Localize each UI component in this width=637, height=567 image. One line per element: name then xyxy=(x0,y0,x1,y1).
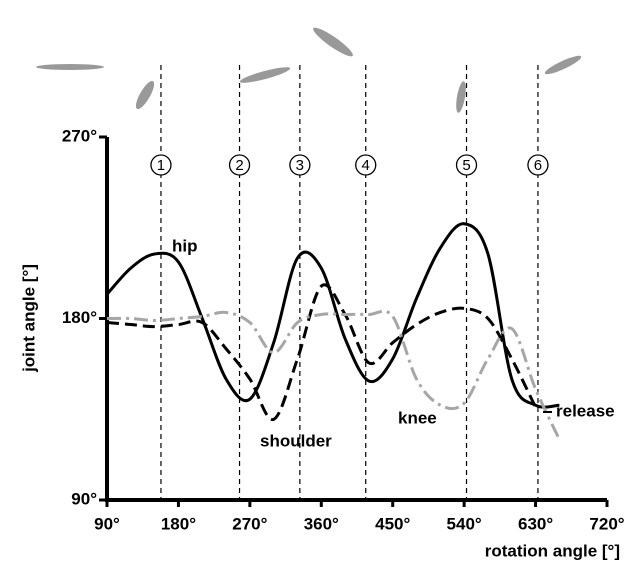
x-tick-label: 540° xyxy=(447,514,482,533)
phase-circle xyxy=(228,154,251,176)
athlete-figures xyxy=(36,27,582,113)
figure xyxy=(456,81,466,113)
series-line xyxy=(106,309,561,441)
phase-circle xyxy=(355,154,377,176)
series-label: shoulder xyxy=(260,431,332,450)
series-label: hip xyxy=(172,236,198,255)
x-tick-label: 630° xyxy=(518,514,553,533)
x-tick-label: 360° xyxy=(304,514,339,533)
x-axis-title: rotation angle [°] xyxy=(485,541,620,560)
figure xyxy=(36,64,104,70)
phase-label: 2 xyxy=(235,157,243,174)
series-line xyxy=(105,222,560,409)
x-tick-label: 450° xyxy=(375,514,410,533)
figure xyxy=(239,67,291,83)
phase-circle xyxy=(289,154,311,176)
phase-label: 1 xyxy=(157,157,165,174)
y-tick-label: 180° xyxy=(62,308,97,327)
annotation: release xyxy=(556,401,615,420)
phase-circle xyxy=(527,154,549,176)
phase-label: 6 xyxy=(534,157,542,174)
figure xyxy=(313,27,353,57)
figure xyxy=(544,55,582,75)
phase-label: 4 xyxy=(362,157,370,174)
x-tick-label: 90° xyxy=(94,514,120,533)
phase-label: 3 xyxy=(296,157,304,174)
y-tick-label: 90° xyxy=(71,489,97,508)
series-label: knee xyxy=(398,408,437,427)
phase-circle xyxy=(150,154,172,176)
figure xyxy=(135,80,155,110)
x-tick-label: 270° xyxy=(232,514,267,533)
x-tick-label: 720° xyxy=(589,514,624,533)
x-tick-label: 180° xyxy=(161,514,196,533)
y-tick-label: 270° xyxy=(62,126,97,145)
phase-label: 5 xyxy=(462,157,470,174)
phase-circle xyxy=(455,154,478,176)
series-line xyxy=(106,283,537,421)
y-axis-title: joint angle [°] xyxy=(19,264,38,373)
